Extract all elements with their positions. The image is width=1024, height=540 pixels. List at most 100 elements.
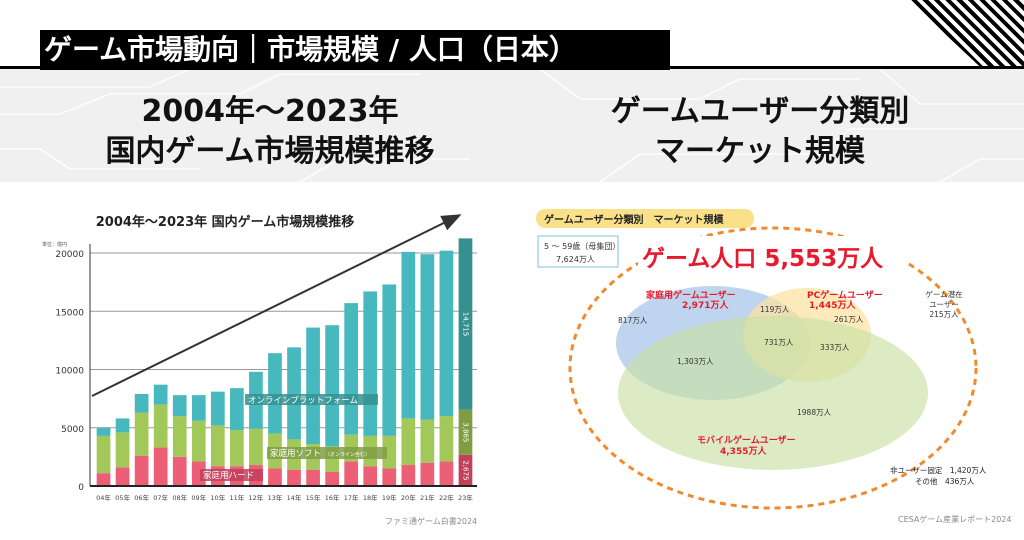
bar-chart-svg: 2004年～2023年 国内ゲーム市場規模推移 単位：億円 0 5000 10000… — [42, 214, 477, 502]
y-tick-label: 15000 — [55, 308, 84, 318]
bar-segment — [439, 250, 454, 417]
bar-segment — [153, 447, 168, 486]
venn-svg: ゲームユーザー分類別 マーケット規模 5 ～ 59歳（母集団） 7,624万人 … — [536, 209, 987, 510]
chart-source: ファミ通ゲーム白書2024 — [385, 517, 478, 526]
x-tick-label: 11年 — [229, 493, 244, 502]
x-tick-label: 10年 — [210, 493, 225, 502]
mobile-user-total: 4,355万人 — [720, 445, 767, 457]
legend-soft-note: （オンライン含む） — [325, 451, 370, 458]
legend-online-label: オンラインプラットフォーム — [248, 396, 358, 406]
bar-segment — [134, 455, 149, 486]
x-tick-label: 05年 — [115, 493, 130, 502]
legend-hard-label: 家庭用ハード — [203, 470, 254, 481]
non-user-line1: 非ユーザー固定 1,420万人 — [890, 465, 987, 475]
x-tick-label: 17年 — [344, 493, 359, 502]
venn-source: CESAゲーム産業レポート2024 — [898, 515, 1012, 524]
x-tick-label: 07年 — [153, 493, 168, 502]
bar-segment — [287, 347, 301, 440]
home-user-total: 2,971万人 — [682, 299, 729, 311]
bar-segment — [420, 419, 435, 463]
bar-segment — [230, 430, 244, 467]
bar-segment — [268, 468, 282, 486]
pc-user-total: 1,445万人 — [809, 299, 856, 311]
y-tick-label: 10000 — [55, 367, 84, 377]
bar-segment — [325, 325, 339, 447]
bar-segment — [172, 395, 187, 417]
bar-segment — [458, 409, 473, 455]
legend-online: オンラインプラットフォーム — [245, 394, 378, 406]
bar-segment — [439, 416, 454, 462]
last-bar-data-label: 3,865 — [461, 422, 469, 442]
left-heading-line1: 2004年〜2023年 — [141, 94, 399, 129]
user-segment-diagram: ゲームユーザー分類別 マーケット規模 5 ～ 59歳（母集団） 7,624万人 … — [520, 200, 1024, 536]
x-tick-label: 20年 — [401, 493, 416, 502]
bar-segment — [96, 435, 111, 474]
population-line2: 7,624万人 — [556, 255, 595, 264]
bar-segment — [401, 465, 416, 486]
population-line1: 5 ～ 59歳（母集団） — [544, 241, 620, 251]
legend-soft: 家庭用ソフト （オンライン含む） — [267, 447, 387, 459]
bar-segment — [115, 432, 130, 468]
last-bar-data-label: 2,675 — [461, 460, 469, 480]
bar-segment — [191, 420, 206, 462]
x-tick-label: 08年 — [172, 493, 187, 502]
bar-segment — [210, 425, 225, 467]
bar-segment — [420, 462, 435, 486]
region-home-pc: 119万人 — [760, 305, 790, 314]
bar-segment — [325, 472, 339, 486]
bar-segment — [96, 473, 111, 486]
bar-segment — [153, 404, 168, 448]
bar-segment — [249, 428, 263, 466]
bar-segment — [134, 412, 149, 456]
non-user-line2: その他 436万人 — [915, 476, 975, 486]
x-tick-label: 22年 — [439, 493, 454, 502]
region-pc-mobile: 333万人 — [820, 343, 850, 352]
legend-hard: 家庭用ハード — [200, 469, 263, 481]
x-tick-label: 06年 — [134, 493, 149, 502]
page-title: ゲーム市場動向｜市場規模 / 人口（日本） — [40, 30, 670, 70]
x-tick-label: 14年 — [287, 493, 302, 502]
game-population-label: ゲーム人口 5,553万人 — [642, 246, 884, 272]
bar-segment — [344, 303, 359, 435]
bar-segment — [458, 454, 473, 486]
last-bar-labels: 2,675 3,865 14,715 — [461, 312, 469, 481]
left-heading-line2: 国内ゲーム市場規模推移 — [105, 134, 435, 169]
bar-segment — [420, 254, 435, 420]
bar-segment — [287, 469, 301, 486]
region-pc-only: 261万人 — [834, 315, 864, 324]
left-heading: 2004年〜2023年 国内ゲーム市場規模推移 — [40, 92, 500, 172]
decorative-stripes — [908, 0, 1024, 66]
region-mobile-only: 1988万人 — [797, 408, 832, 417]
bar-segment — [172, 456, 187, 486]
bar-segment — [363, 466, 378, 486]
bar-segment — [306, 327, 320, 445]
x-tick-label: 18年 — [363, 493, 378, 502]
potential-line2: ユーザー — [929, 300, 959, 309]
bar-segment — [306, 469, 320, 486]
y-axis-ticks: 0 5000 10000 15000 20000 — [55, 250, 84, 493]
y-tick-label: 0 — [78, 483, 84, 493]
last-bar-data-label: 14,715 — [461, 312, 469, 337]
bar-segment — [401, 251, 416, 419]
chart-title: 2004年～2023年 国内ゲーム市場規模推移 — [96, 214, 355, 230]
bar-segment — [382, 468, 397, 486]
circuit-pattern — [0, 69, 1024, 182]
bar-segment — [115, 418, 130, 433]
game-population-bg — [638, 236, 908, 272]
mobile-user-name: モバイルゲームユーザー — [697, 434, 796, 446]
bar-segment — [401, 418, 416, 466]
mobile-user-ellipse — [618, 316, 928, 470]
population-box — [537, 235, 619, 268]
venn-badge-bg — [536, 209, 754, 228]
region-home-only: 817万人 — [618, 316, 648, 325]
x-tick-label: 15年 — [306, 493, 321, 502]
bar-segment — [382, 435, 397, 469]
x-tick-label: 16年 — [325, 493, 340, 502]
x-tick-label: 12年 — [249, 493, 264, 502]
trend-arrow — [91, 214, 462, 397]
bar-segment — [439, 461, 454, 486]
bar-segment — [230, 388, 244, 431]
right-heading-line1: ゲームユーザー分類別 — [610, 94, 910, 129]
bar-segment — [344, 461, 359, 486]
bar-segment — [115, 467, 130, 486]
